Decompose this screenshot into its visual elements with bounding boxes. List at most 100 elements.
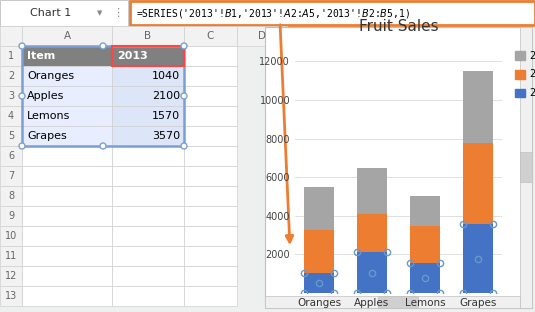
Text: 13: 13 xyxy=(5,291,17,301)
Text: 2013: 2013 xyxy=(117,51,148,61)
Text: 3570: 3570 xyxy=(152,131,180,141)
Bar xyxy=(237,26,287,46)
Bar xyxy=(0,26,22,46)
Circle shape xyxy=(100,43,106,49)
Bar xyxy=(112,266,184,286)
Bar xyxy=(0,106,22,126)
Bar xyxy=(112,106,184,126)
Circle shape xyxy=(181,143,187,149)
Bar xyxy=(22,86,112,106)
Bar xyxy=(22,206,112,226)
Bar xyxy=(304,231,333,273)
Text: C: C xyxy=(207,31,214,41)
Text: Grapes: Grapes xyxy=(27,131,67,141)
Text: D: D xyxy=(258,31,266,41)
Bar xyxy=(0,206,22,226)
Bar xyxy=(520,152,532,182)
Text: 1: 1 xyxy=(8,51,14,61)
Text: 8: 8 xyxy=(8,191,14,201)
Bar xyxy=(112,166,184,186)
Circle shape xyxy=(181,93,187,99)
Bar xyxy=(520,27,532,308)
Bar xyxy=(22,126,112,146)
Circle shape xyxy=(19,93,25,99)
Bar xyxy=(112,146,184,166)
Bar xyxy=(0,0,128,26)
Bar xyxy=(357,214,387,252)
Bar xyxy=(265,27,532,308)
Bar xyxy=(22,166,112,186)
Bar xyxy=(22,266,112,286)
Bar xyxy=(0,286,22,306)
Bar xyxy=(410,263,440,293)
Bar xyxy=(0,126,22,146)
Text: 4: 4 xyxy=(8,111,14,121)
Bar xyxy=(184,286,237,306)
Bar xyxy=(0,0,535,26)
Circle shape xyxy=(100,143,106,149)
Bar xyxy=(112,126,184,146)
Bar xyxy=(130,1,535,25)
Text: 11: 11 xyxy=(5,251,17,261)
Legend: 2015, 2014, 2013: 2015, 2014, 2013 xyxy=(511,47,535,102)
Bar xyxy=(22,226,112,246)
Text: 3: 3 xyxy=(8,91,14,101)
Bar xyxy=(112,26,184,46)
Text: Apples: Apples xyxy=(27,91,64,101)
Bar xyxy=(463,71,493,143)
Text: 2: 2 xyxy=(8,71,14,81)
Bar xyxy=(378,296,418,308)
Title: Fruit Sales: Fruit Sales xyxy=(358,19,438,34)
Text: =SERIES('2013'!$B$1,'2013'!$A$2:$A$5,'2013'!$B$2:$B$5,1): =SERIES('2013'!$B$1,'2013'!$A$2:$A$5,'20… xyxy=(136,7,410,19)
Circle shape xyxy=(19,143,25,149)
Bar xyxy=(112,86,184,106)
Text: 7: 7 xyxy=(8,171,14,181)
Bar xyxy=(112,46,184,66)
Text: 9: 9 xyxy=(8,211,14,221)
Bar xyxy=(0,86,22,106)
Bar xyxy=(184,246,237,266)
Bar xyxy=(184,26,237,46)
Circle shape xyxy=(19,43,25,49)
Bar xyxy=(0,46,22,66)
Text: ⋮: ⋮ xyxy=(112,8,124,18)
Bar xyxy=(22,186,112,206)
Bar xyxy=(22,26,112,46)
Bar xyxy=(463,143,493,224)
Bar xyxy=(112,246,184,266)
Bar xyxy=(410,226,440,263)
Text: B: B xyxy=(144,31,151,41)
Bar xyxy=(22,46,184,146)
Bar xyxy=(184,66,237,86)
Bar xyxy=(184,46,237,66)
Text: Lemons: Lemons xyxy=(27,111,71,121)
Bar xyxy=(0,246,22,266)
Text: 2100: 2100 xyxy=(152,91,180,101)
Bar xyxy=(112,286,184,306)
Text: 10: 10 xyxy=(5,231,17,241)
Bar xyxy=(112,186,184,206)
Text: Oranges: Oranges xyxy=(27,71,74,81)
Bar xyxy=(112,206,184,226)
Bar xyxy=(0,166,22,186)
Bar xyxy=(184,146,237,166)
Bar xyxy=(184,106,237,126)
Text: 6: 6 xyxy=(8,151,14,161)
Text: 12: 12 xyxy=(5,271,17,281)
Bar xyxy=(22,46,112,66)
Bar xyxy=(22,146,112,166)
Bar xyxy=(304,273,333,293)
Bar xyxy=(184,266,237,286)
Bar xyxy=(22,66,112,86)
Bar xyxy=(463,224,493,293)
Bar xyxy=(184,166,237,186)
Bar xyxy=(410,197,440,226)
Bar xyxy=(0,66,22,86)
Text: Item: Item xyxy=(27,51,55,61)
Bar xyxy=(0,226,22,246)
Bar xyxy=(0,186,22,206)
Bar xyxy=(112,46,184,66)
Text: 1040: 1040 xyxy=(152,71,180,81)
Text: ▼: ▼ xyxy=(97,10,103,16)
Circle shape xyxy=(181,43,187,49)
